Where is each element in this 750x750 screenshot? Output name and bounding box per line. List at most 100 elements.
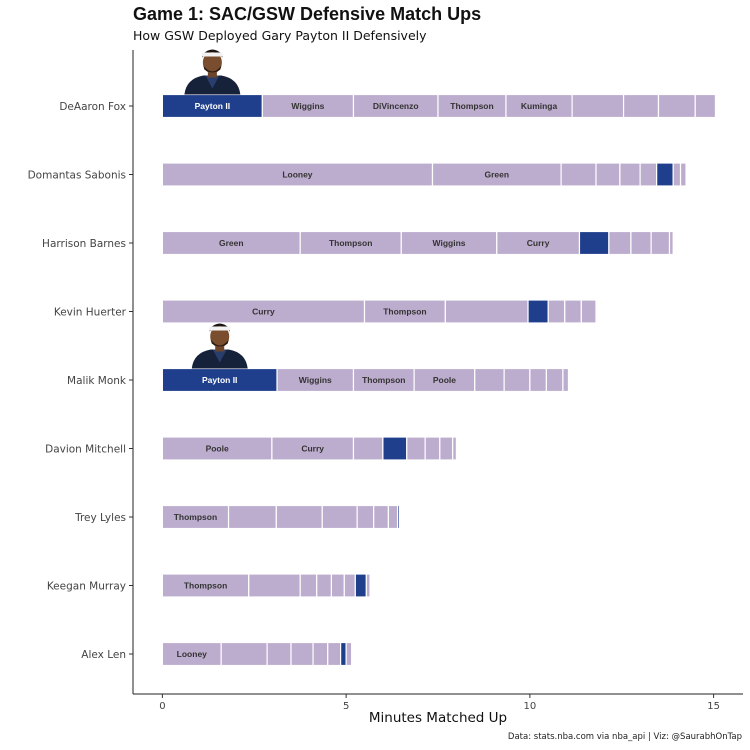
segment-label: DiVincenzo	[373, 101, 419, 111]
bar-segment	[220, 641, 268, 667]
bar-segment	[474, 367, 505, 393]
y-tick-label: Harrison Barnes	[42, 238, 126, 250]
bar-segment	[608, 230, 632, 256]
bar-segment	[668, 230, 674, 256]
segment-label: Kuminga	[521, 101, 558, 111]
segment-label: Thompson	[174, 512, 217, 522]
bar-row-3: Curry Thompson	[161, 299, 597, 324]
bar-segment	[547, 299, 566, 324]
bar-segment	[327, 641, 342, 667]
segment-label: Looney	[282, 170, 312, 180]
gary-payton-ii-headshot-icon	[191, 323, 248, 369]
y-tick-label: Alex Len	[81, 649, 126, 661]
bar-segment	[373, 504, 389, 530]
y-tick-label: Malik Monk	[67, 375, 127, 387]
bar-segment	[299, 573, 318, 598]
bar-segment	[312, 641, 329, 667]
bar-segment	[545, 367, 564, 393]
bar-segment	[248, 573, 301, 598]
x-tick-label: 15	[707, 701, 720, 712]
bar-segment	[352, 436, 384, 461]
bar-segment	[275, 504, 323, 530]
segment-label: Looney	[177, 649, 207, 659]
bar-segment	[622, 93, 660, 119]
bar-segment	[444, 299, 529, 324]
y-tick-label: Domantas Sabonis	[28, 170, 126, 182]
y-tick-label: Keegan Murray	[47, 581, 126, 593]
bar-segment	[316, 573, 333, 598]
bar-segment	[345, 641, 353, 667]
bars-layer: Payton II Wiggins DiVincenzo Thompson Kuming…	[161, 93, 717, 667]
segment-label: Green	[219, 238, 244, 248]
bar-segment	[562, 367, 570, 393]
bar-segment	[580, 299, 597, 324]
bar-segment	[321, 504, 358, 530]
bar-segment	[356, 504, 375, 530]
x-tick-label: 10	[524, 701, 537, 712]
bar-segment	[406, 436, 426, 461]
bar-row-0: Payton II Wiggins DiVincenzo Thompson Kuming…	[161, 93, 717, 119]
segment-label: Thompson	[184, 581, 227, 591]
segment-label: Thompson	[383, 307, 426, 317]
chart-title: Game 1: SAC/GSW Defensive Match Ups	[133, 4, 482, 24]
bar-segment	[656, 162, 674, 187]
segment-label: Thompson	[450, 101, 493, 111]
bar-segment	[679, 162, 687, 187]
segment-label: Thompson	[362, 375, 405, 385]
segment-label: Wiggins	[299, 375, 332, 385]
bar-segment	[365, 573, 371, 598]
bar-segment	[290, 641, 314, 667]
y-tick-label: Trey Lyles	[74, 512, 126, 524]
bar-segment	[657, 93, 696, 119]
segment-label: Wiggins	[291, 101, 324, 111]
bar-segment	[503, 367, 531, 393]
segment-label: Green	[485, 170, 510, 180]
bar-row-7: Thompson	[161, 573, 371, 598]
x-tick-label: 0	[159, 701, 165, 712]
bar-segment	[595, 162, 621, 187]
axes-layer: DeAaron Fox Domantas Sabonis Harrison Barn…	[28, 50, 743, 712]
segment-label: Payton II	[202, 375, 237, 385]
bar-segment	[354, 573, 367, 598]
bar-segment	[439, 436, 454, 461]
bar-segment	[382, 436, 408, 461]
x-axis-title: Minutes Matched Up	[368, 710, 508, 726]
bar-segment	[387, 504, 399, 530]
segment-label: Wiggins	[433, 238, 466, 248]
bar-segment	[564, 299, 582, 324]
bar-segment	[619, 162, 641, 187]
bar-segment	[560, 162, 597, 187]
bar-segment	[672, 162, 682, 187]
chart-subtitle: How GSW Deployed Gary Payton II Defensiv…	[133, 28, 427, 43]
segment-label: Payton II	[195, 101, 230, 111]
y-tick-label: Davion Mitchell	[45, 444, 126, 456]
segment-label: Curry	[527, 238, 550, 248]
bar-segment	[452, 436, 457, 461]
bar-segment	[578, 230, 610, 256]
bar-segment	[227, 504, 277, 530]
bar-row-8: Looney	[161, 641, 353, 667]
bar-row-4: Payton II Wiggins Thompson Poole	[161, 367, 570, 393]
bar-segment	[630, 230, 652, 256]
photos-layer	[184, 49, 248, 369]
bar-row-6: Thompson	[161, 504, 401, 530]
bar-segment	[343, 573, 356, 598]
bar-segment	[330, 573, 345, 598]
chart-caption: Data: stats.nba.com via nba_api | Viz: @…	[507, 732, 742, 742]
bar-segment	[396, 504, 401, 530]
bar-segment	[424, 436, 441, 461]
segment-label: Poole	[206, 444, 229, 454]
bar-row-1: Looney Green	[161, 162, 687, 187]
y-tick-label: Kevin Huerter	[54, 307, 127, 319]
bar-row-2: Green Thompson Wiggins Curry	[161, 230, 674, 256]
bar-segment	[266, 641, 292, 667]
bar-segment	[639, 162, 658, 187]
bar-segment	[694, 93, 717, 119]
bar-row-5: Poole Curry	[161, 436, 457, 461]
x-tick-label: 5	[343, 701, 349, 712]
gary-payton-ii-headshot-icon	[184, 49, 241, 95]
segment-label: Curry	[252, 307, 275, 317]
bar-segment	[527, 299, 549, 324]
segment-label: Poole	[433, 375, 456, 385]
